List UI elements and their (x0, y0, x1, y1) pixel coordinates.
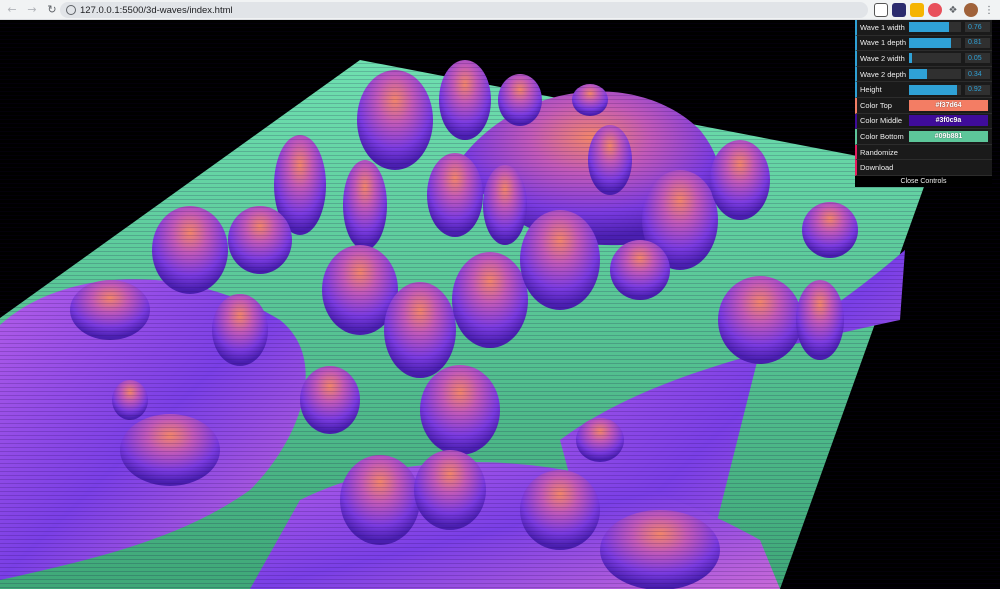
slider-wave1-width[interactable]: Wave 1 width 0.76 (855, 20, 992, 36)
slider-wave2-depth[interactable]: Wave 2 depth 0.34 (855, 66, 992, 83)
webgl-canvas[interactable] (0, 20, 1000, 589)
slider-label: Wave 2 width (860, 53, 905, 63)
puzzle-icon[interactable]: ❖ (948, 4, 958, 16)
slider-fill (909, 69, 927, 80)
color-swatch[interactable]: #f37d64 (909, 99, 988, 111)
extension-icons: ❖ ⋮ (874, 2, 996, 18)
slider-fill (909, 37, 952, 48)
slider-track[interactable] (909, 37, 961, 48)
slider-value-input[interactable]: 0.34 (965, 69, 990, 80)
color-top-control[interactable]: Color Top #f37d64 (855, 97, 992, 114)
extension-icon[interactable] (910, 3, 924, 17)
browser-toolbar: ← → ↻ 127.0.0.1:5500/3d-waves/index.html… (0, 0, 1000, 20)
slider-height[interactable]: Height 0.92 (855, 82, 992, 98)
slider-track[interactable] (909, 22, 961, 33)
color-swatch[interactable]: #3f0c9a (909, 115, 988, 127)
address-bar[interactable]: 127.0.0.1:5500/3d-waves/index.html (60, 2, 868, 18)
slider-fill (909, 84, 957, 95)
slider-wave2-width[interactable]: Wave 2 width 0.05 (855, 51, 992, 67)
slider-value-input[interactable]: 0.05 (965, 53, 990, 64)
slider-label: Wave 2 depth (860, 69, 906, 79)
address-url[interactable]: 127.0.0.1:5500/3d-waves/index.html (80, 4, 233, 16)
slider-track[interactable] (909, 84, 961, 95)
slider-label: Height (860, 85, 882, 95)
slider-value-input[interactable]: 0.92 (965, 84, 990, 95)
tab-search-icon[interactable] (874, 3, 888, 17)
slider-track[interactable] (909, 69, 961, 80)
slider-track[interactable] (909, 53, 961, 64)
wave-terrain (0, 20, 1000, 589)
color-label: Color Middle (860, 116, 903, 126)
controls-panel: Wave 1 width 0.76 Wave 1 depth 0.81 Wave… (855, 20, 992, 187)
randomize-button[interactable]: Randomize (855, 144, 992, 161)
color-label: Color Top (860, 100, 892, 110)
extension-icon[interactable] (892, 3, 906, 17)
extension-icon[interactable] (928, 3, 942, 17)
close-controls-button[interactable]: Close Controls (855, 175, 992, 187)
randomize-label: Randomize (860, 147, 898, 157)
slider-fill (909, 53, 912, 64)
color-swatch[interactable]: #09b881 (909, 130, 988, 142)
slider-label: Wave 1 width (860, 22, 905, 32)
color-bottom-control[interactable]: Color Bottom #09b881 (855, 129, 992, 145)
slider-label: Wave 1 depth (860, 38, 906, 48)
color-label: Color Bottom (860, 131, 904, 141)
arrow-left-icon[interactable]: ← (7, 3, 17, 16)
voxel-texture (0, 20, 1000, 589)
color-middle-control[interactable]: Color Middle #3f0c9a (855, 113, 992, 130)
arrow-right-icon[interactable]: → (27, 3, 37, 16)
reload-icon[interactable]: ↻ (47, 3, 57, 16)
download-button[interactable]: Download (855, 160, 992, 176)
slider-value-input[interactable]: 0.76 (965, 22, 990, 33)
slider-wave1-depth[interactable]: Wave 1 depth 0.81 (855, 35, 992, 52)
slider-value-input[interactable]: 0.81 (965, 37, 990, 48)
avatar[interactable] (964, 3, 978, 17)
site-info-icon[interactable] (66, 5, 76, 15)
menu-icon[interactable]: ⋮ (984, 4, 994, 16)
download-label: Download (860, 163, 894, 173)
slider-fill (909, 22, 949, 33)
